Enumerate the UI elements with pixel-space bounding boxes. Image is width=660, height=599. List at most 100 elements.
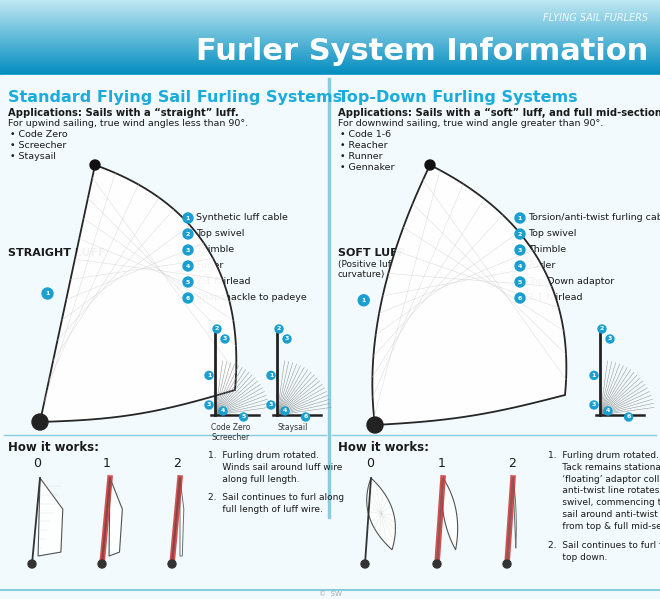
Text: 2: 2 [518, 231, 522, 237]
Text: 3: 3 [285, 337, 289, 341]
Circle shape [604, 407, 612, 415]
Text: Torsion/anti-twist furling cable: Torsion/anti-twist furling cable [528, 213, 660, 222]
Circle shape [361, 560, 369, 568]
Text: 2: 2 [600, 326, 604, 331]
Circle shape [183, 229, 193, 239]
Polygon shape [372, 165, 566, 425]
Bar [0, 16, 660, 17]
Bar [0, 26, 660, 27]
Text: Code Zero
Screecher: Code Zero Screecher [211, 423, 250, 443]
Text: 5: 5 [518, 280, 522, 285]
Bar [0, 64, 660, 65]
Circle shape [213, 325, 221, 333]
Text: 5: 5 [242, 415, 246, 419]
Circle shape [515, 245, 525, 255]
Bar [0, 11, 660, 12]
Bar [0, 28, 660, 29]
Bar [0, 62, 660, 63]
Text: 3: 3 [518, 247, 522, 253]
Text: • Staysail: • Staysail [10, 152, 56, 161]
Bar [0, 14, 660, 15]
Bar [0, 63, 660, 64]
Bar [0, 20, 660, 21]
Circle shape [425, 160, 435, 170]
Polygon shape [40, 165, 236, 422]
Polygon shape [38, 478, 63, 556]
Text: For downwind sailing, true wind angle greater than 90°.: For downwind sailing, true wind angle gr… [338, 119, 603, 128]
Circle shape [358, 295, 369, 306]
Text: 3: 3 [269, 403, 273, 407]
Text: 3: 3 [592, 403, 596, 407]
Circle shape [367, 417, 383, 433]
Text: • Reacher: • Reacher [340, 141, 387, 150]
Text: 6: 6 [186, 295, 190, 301]
Bar [0, 53, 660, 54]
Bar [0, 38, 660, 39]
Bar [0, 0, 660, 1]
Text: Furler System Information: Furler System Information [195, 38, 648, 66]
Circle shape [267, 401, 275, 409]
Text: Standard Flying Sail Furling Systems: Standard Flying Sail Furling Systems [8, 90, 342, 105]
Circle shape [515, 213, 525, 223]
Bar [0, 39, 660, 40]
Bar [0, 5, 660, 6]
Bar [0, 1, 660, 2]
Bar [0, 54, 660, 55]
Bar [0, 22, 660, 23]
Text: 2: 2 [508, 457, 516, 470]
Text: Snapshackle to padeye: Snapshackle to padeye [196, 294, 307, 302]
Circle shape [281, 407, 289, 415]
Text: 2: 2 [277, 326, 281, 331]
Bar [0, 18, 660, 19]
Text: 2: 2 [186, 231, 190, 237]
Bar [0, 66, 660, 67]
Polygon shape [109, 478, 122, 556]
Bar [0, 6, 660, 7]
Bar [0, 51, 660, 52]
Bar [0, 56, 660, 57]
Text: Top swivel: Top swivel [528, 229, 576, 238]
Bar [328, 78, 330, 518]
Text: 2: 2 [214, 326, 219, 331]
Text: • Gennaker: • Gennaker [340, 163, 395, 172]
Bar [0, 48, 660, 49]
Text: 3: 3 [207, 403, 211, 407]
Bar [0, 17, 660, 18]
Text: 1: 1 [207, 373, 211, 378]
Bar [0, 58, 660, 59]
Text: • Runner: • Runner [340, 152, 383, 161]
Bar [0, 3, 660, 4]
Text: 6: 6 [304, 415, 308, 419]
Text: 1.  Furling drum rotated.
     Winds sail around luff wire
     along full lengt: 1. Furling drum rotated. Winds sail arou… [208, 451, 343, 483]
Bar [0, 13, 660, 14]
Circle shape [221, 335, 229, 343]
Bar [0, 44, 660, 45]
Circle shape [183, 261, 193, 271]
Circle shape [283, 335, 291, 343]
Bar [0, 42, 660, 43]
Circle shape [28, 560, 36, 568]
Bar [0, 21, 660, 22]
Circle shape [98, 560, 106, 568]
Text: 2: 2 [173, 457, 181, 470]
Text: 6: 6 [626, 415, 631, 419]
Text: Thimble: Thimble [196, 246, 234, 255]
Text: Top-Down adaptor: Top-Down adaptor [528, 277, 614, 286]
Circle shape [219, 407, 227, 415]
Bar [0, 12, 660, 13]
Text: 4: 4 [518, 264, 522, 268]
Text: 3: 3 [223, 337, 227, 341]
Bar [0, 50, 660, 51]
Polygon shape [180, 478, 183, 556]
Text: 6: 6 [518, 295, 522, 301]
Text: 2:1 fairlead: 2:1 fairlead [528, 294, 583, 302]
Bar [0, 7, 660, 8]
Bar [0, 29, 660, 30]
Text: Synthetic luff cable: Synthetic luff cable [196, 213, 288, 222]
Polygon shape [367, 478, 395, 550]
Text: ©  SW: © SW [319, 591, 341, 597]
Text: How it works:: How it works: [338, 441, 429, 454]
Text: 1: 1 [186, 216, 190, 220]
Bar [0, 9, 660, 10]
Bar [0, 4, 660, 5]
